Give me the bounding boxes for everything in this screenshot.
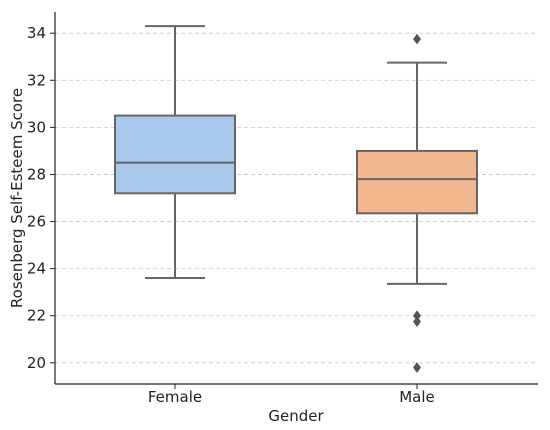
y-tick-label: 30	[27, 118, 46, 136]
y-axis-title: Rosenberg Self-Esteem Score	[8, 88, 26, 308]
y-tick-label: 32	[27, 71, 46, 89]
y-tick-label: 28	[27, 165, 46, 183]
y-ticks: 20 22 24 26 28 30 32 34	[27, 24, 55, 372]
outlier-point	[413, 33, 421, 45]
y-tick-label: 34	[27, 24, 46, 42]
y-tick-label: 24	[27, 260, 46, 278]
y-tick-label: 20	[27, 354, 46, 372]
axes	[54, 12, 538, 385]
iqr-box	[114, 114, 236, 195]
x-tick-label: Male	[399, 388, 435, 406]
box-male	[356, 33, 478, 373]
box-female	[114, 25, 236, 280]
outlier-point	[413, 316, 421, 327]
boxes	[114, 25, 478, 373]
x-axis-title: Gender	[268, 407, 324, 425]
y-tick-label: 22	[27, 307, 46, 325]
outlier-point	[413, 362, 421, 373]
y-tick-label: 26	[27, 213, 46, 231]
x-ticks: Female Male	[148, 384, 435, 406]
x-tick-label: Female	[148, 388, 202, 406]
iqr-box	[356, 149, 478, 215]
